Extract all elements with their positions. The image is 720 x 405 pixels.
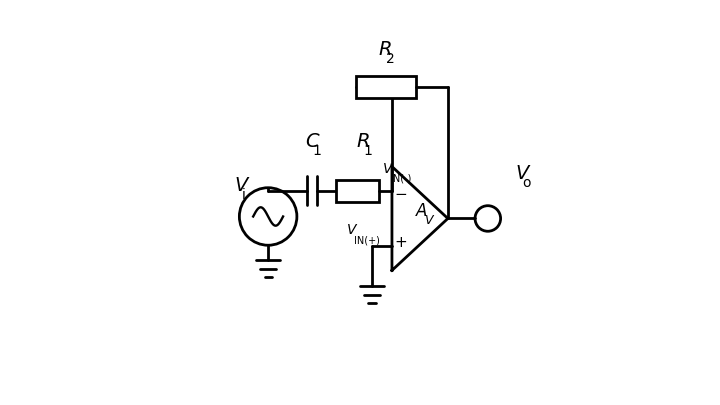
Text: 1: 1	[312, 144, 321, 158]
Text: o: o	[522, 176, 531, 190]
Text: 1: 1	[363, 144, 372, 158]
Text: IN(+): IN(+)	[354, 235, 380, 245]
Text: −: −	[395, 187, 407, 202]
Text: +: +	[395, 235, 407, 250]
Text: V: V	[424, 215, 433, 228]
Text: A: A	[416, 202, 427, 220]
Bar	[336, 179, 379, 202]
Text: V: V	[234, 175, 248, 194]
Text: V: V	[383, 162, 392, 175]
Text: 2: 2	[386, 53, 395, 66]
Text: V: V	[515, 164, 528, 183]
Text: i: i	[241, 188, 246, 202]
Text: V: V	[347, 224, 356, 237]
Text: R: R	[379, 40, 392, 59]
Bar	[356, 76, 416, 98]
Text: IN(-): IN(-)	[390, 173, 412, 183]
Text: C: C	[305, 132, 319, 151]
Text: R: R	[356, 132, 369, 151]
